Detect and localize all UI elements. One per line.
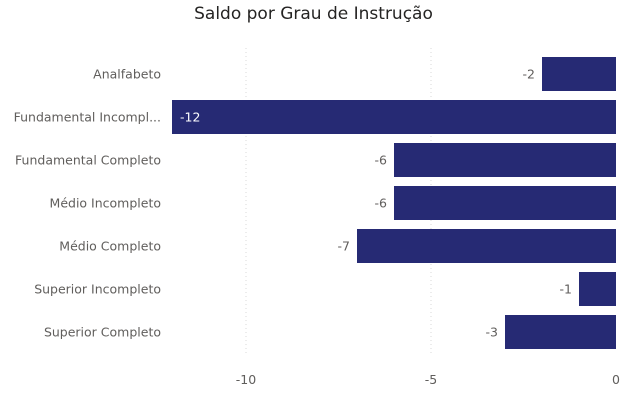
category-label: Fundamental Incompl... [14,110,161,125]
x-tick-label: -5 [425,372,437,387]
category-label: Superior Completo [44,325,161,340]
data-label: -1 [560,282,572,297]
category-label: Superior Incompleto [34,282,161,297]
x-tick-label: -10 [236,372,256,387]
chart-title: Saldo por Grau de Instrução [194,4,433,24]
x-tick-label: 0 [612,372,620,387]
data-label: -7 [338,239,350,254]
data-label: -3 [486,325,498,340]
category-label: Médio Completo [59,239,161,254]
bar [172,100,616,134]
data-label: -6 [375,196,388,211]
bar [394,186,616,220]
bar [394,143,616,177]
data-label: -2 [523,67,535,82]
data-label: -12 [180,110,200,125]
category-label: Fundamental Completo [15,153,161,168]
value-axis-tick-labels: -10 -5 0 [236,372,620,387]
bars [172,57,616,349]
bar [505,315,616,349]
category-label: Médio Incompleto [50,196,161,211]
bar [542,57,616,91]
category-axis-labels: Analfabeto Fundamental Incompl... Fundamen… [14,67,161,340]
data-labels: -2 -12 -6 -6 -7 -1 -3 [180,67,572,340]
bar [357,229,616,263]
data-label: -6 [375,153,388,168]
category-label: Analfabeto [93,67,161,82]
bar [579,272,616,306]
